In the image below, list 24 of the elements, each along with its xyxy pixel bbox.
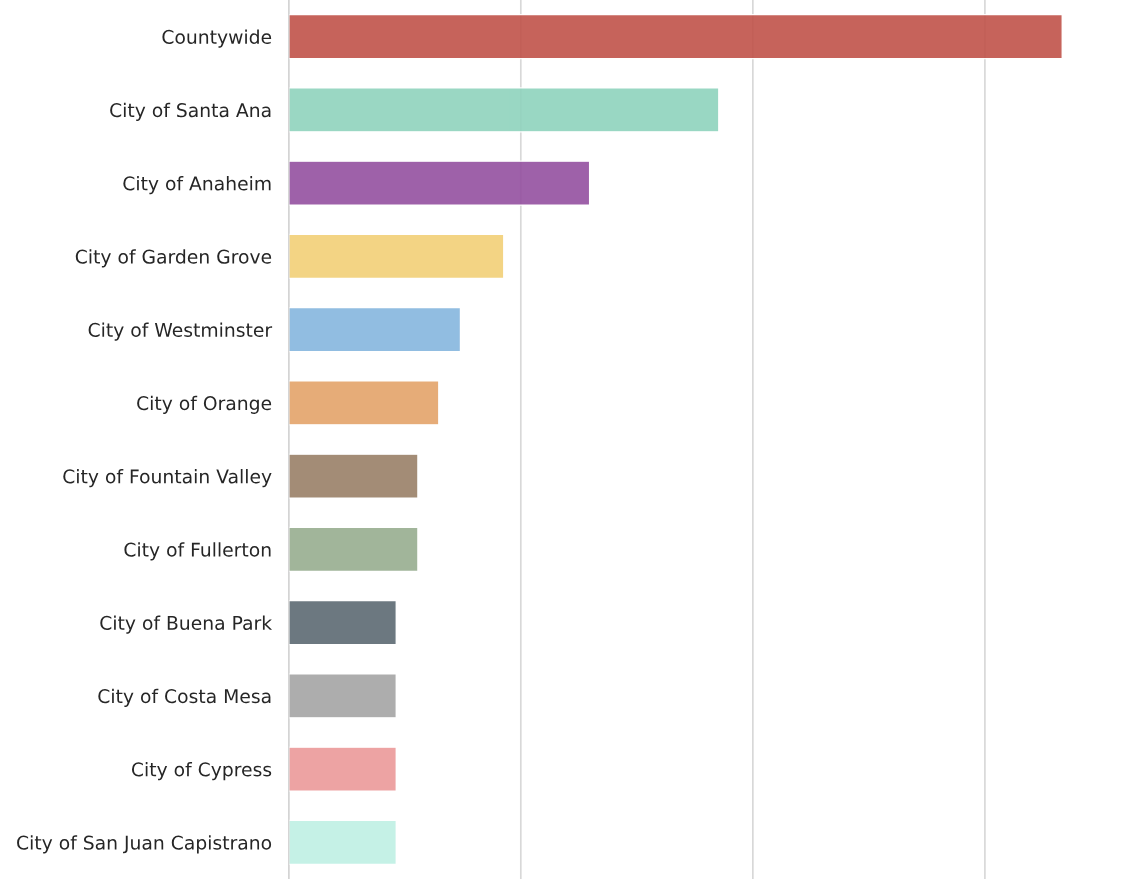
y-tick-label: City of Cypress	[131, 762, 272, 781]
bar	[288, 13, 1063, 60]
y-tick-label: City of Westminster	[88, 322, 273, 341]
bar	[288, 453, 419, 499]
bar	[288, 233, 505, 280]
y-tick-label: City of Orange	[137, 395, 272, 414]
bar	[288, 673, 397, 719]
bar	[288, 380, 440, 426]
bar	[288, 160, 591, 206]
y-tick-label: City of Fullerton	[124, 542, 271, 561]
y-tick-label: Countywide	[162, 29, 272, 48]
bar	[288, 599, 397, 646]
y-tick-label: City of Costa Mesa	[98, 688, 271, 707]
bar	[288, 746, 397, 792]
bar	[288, 526, 419, 573]
bar	[288, 306, 462, 353]
y-tick-label: City of San Juan Capistrano	[17, 835, 272, 854]
y-tick-label: City of Fountain Valley	[63, 469, 272, 488]
y-tick-label: City of Anaheim	[123, 176, 271, 195]
bar	[288, 87, 720, 133]
y-tick-label: City of Garden Grove	[75, 249, 272, 268]
y-tick-label: City of Buena Park	[100, 615, 273, 634]
y-tick-label: City of Santa Ana	[110, 102, 271, 121]
bar	[288, 819, 397, 866]
